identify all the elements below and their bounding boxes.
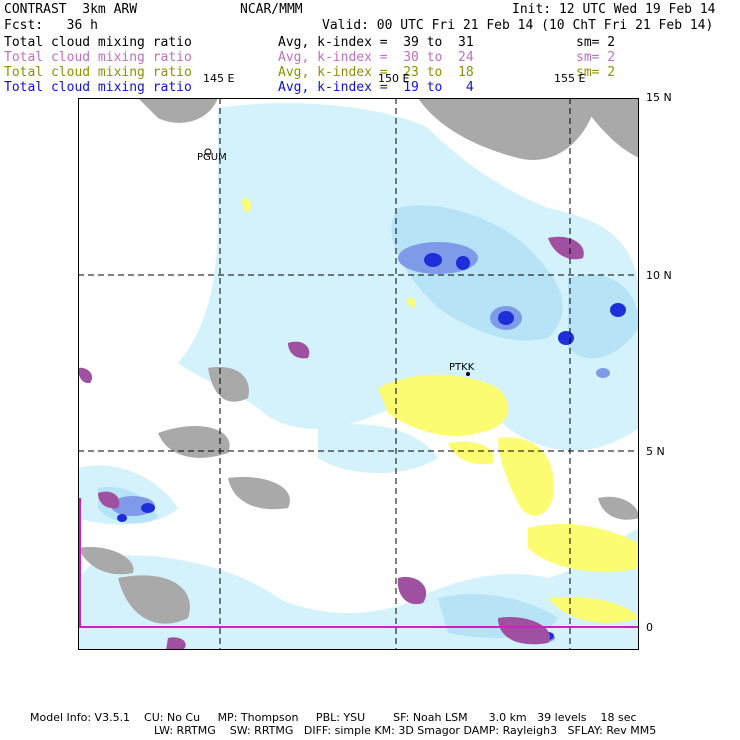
station-marker-pgum [204,148,212,156]
field-name-4: Total cloud mixing ratio [4,80,192,95]
forecast-hour: Fcst: 36 h [4,18,98,33]
lat-label-15n: 15 N [646,91,672,104]
purple-cloud-field [78,236,584,650]
lat-label-5n: 5 N [646,445,665,458]
map-frame [78,98,639,650]
field-sm-1: sm= 2 [576,35,616,50]
convective-cores [111,242,626,644]
model-info-line2: LW: RRTMG SW: RRTMG DIFF: simple KM: 3D … [154,724,657,737]
lon-label-155e: 155 E [554,72,586,85]
valid-time: Valid: 00 UTC Fri 21 Feb 14 (10 ChT Fri … [322,18,714,33]
station-label-pgum: PGUM [197,152,227,163]
yellow-cloud-field [242,197,639,623]
field-name-1: Total cloud mixing ratio [4,35,192,50]
gray-cloud-field [78,98,639,624]
station-marker-ptkk [466,372,470,376]
lon-label-150e: 150 E [378,72,410,85]
cloud-map [78,98,639,650]
org-label: NCAR/MMM [240,2,303,17]
model-info-line1: Model Info: V3.5.1 CU: No Cu MP: Thompso… [30,711,637,724]
lat-label-10n: 10 N [646,269,672,282]
field-sm-3: sm= 2 [576,65,616,80]
field-range-1: Avg, k-index = 39 to 31 [278,35,474,50]
field-name-3: Total cloud mixing ratio [4,65,192,80]
field-range-4: Avg, k-index = 19 to 4 [278,80,474,95]
field-sm-2: sm= 2 [576,50,616,65]
lon-label-145e: 145 E [203,72,235,85]
init-time: Init: 12 UTC Wed 19 Feb 14 [512,2,716,17]
field-name-2: Total cloud mixing ratio [4,50,192,65]
model-title: CONTRAST 3km ARW [4,2,138,17]
lat-lon-grid [78,98,639,650]
station-label-ptkk: PTKK [449,362,475,373]
field-range-2: Avg, k-index = 30 to 24 [278,50,474,65]
lat-label-equator: 0 [646,621,653,634]
field-range-3: Avg, k-index = 23 to 18 [278,65,474,80]
